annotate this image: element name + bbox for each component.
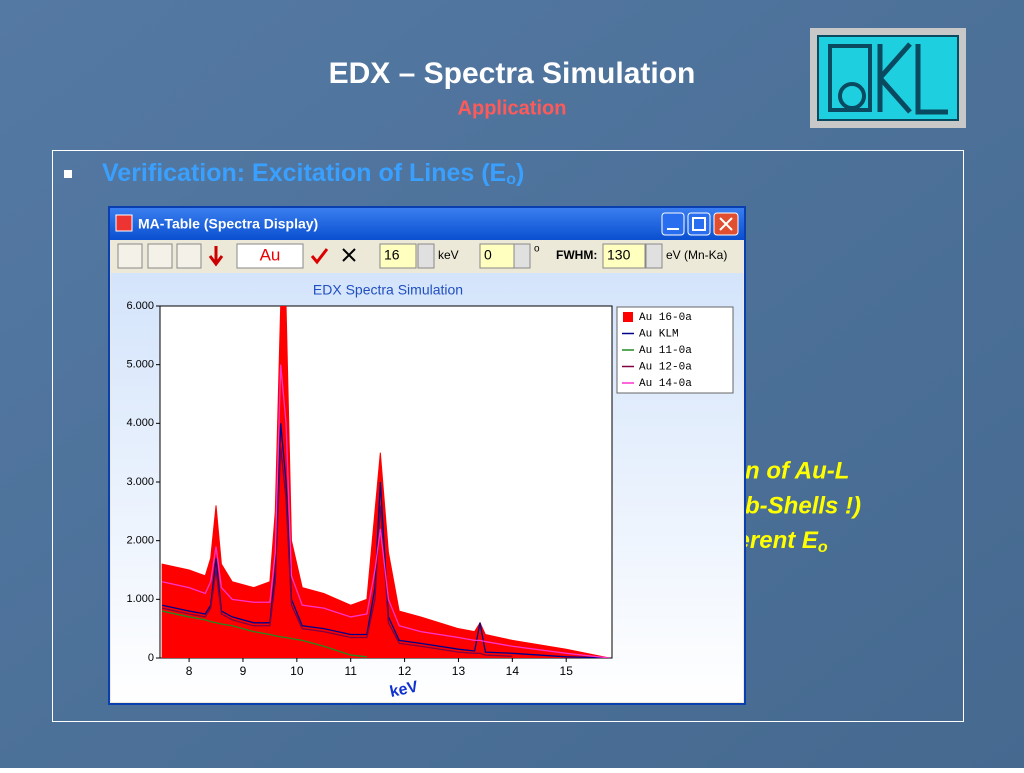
angle-unit: o — [534, 244, 540, 255]
x-tick-label: 15 — [560, 664, 574, 678]
tool-button[interactable] — [176, 243, 202, 269]
toolbar: Au 16 keV 0 o FWHM: 130 eV (Mn-Ka) — [117, 243, 727, 269]
energy-field[interactable] — [379, 243, 417, 269]
ok-button[interactable] — [310, 248, 329, 265]
minimize-button[interactable] — [661, 212, 685, 236]
tool-button[interactable] — [117, 243, 143, 269]
x-tick-label: 9 — [240, 664, 247, 678]
angle-value: 0 — [484, 247, 492, 263]
chart-title: EDX Spectra Simulation — [313, 282, 463, 298]
maximize-button[interactable] — [687, 212, 711, 236]
x-tick-label: 10 — [290, 664, 304, 678]
cancel-button[interactable] — [342, 248, 356, 262]
legend-label: Au 11-0a — [639, 345, 692, 357]
element-value: Au — [260, 245, 281, 264]
legend-label: Au 12-0a — [639, 361, 692, 373]
spinner[interactable] — [513, 243, 531, 269]
line — [162, 423, 610, 658]
logo — [810, 28, 966, 128]
element-field[interactable] — [236, 243, 304, 269]
legend-label: Au KLM — [639, 328, 679, 340]
legend-label: Au 14-0a — [639, 378, 692, 390]
slide-subtitle: Application — [458, 97, 567, 119]
y-tick-label: 0 — [148, 652, 154, 664]
y-tick-label: 2.000 — [126, 535, 154, 547]
y-tick-label: 5.000 — [126, 359, 154, 371]
x-tick-label: 12 — [398, 664, 412, 678]
fwhm-field[interactable] — [602, 243, 646, 269]
legend-swatch — [623, 312, 633, 322]
fwhm-value: 130 — [607, 247, 631, 263]
line — [162, 446, 513, 657]
bullet-text: Verification: Excitation of Lines (Eo) — [102, 159, 524, 189]
angle-field[interactable] — [479, 243, 515, 269]
fwhm-unit: eV (Mn-Ka) — [666, 248, 727, 262]
y-tick-label: 3.000 — [126, 476, 154, 488]
bullet-marker — [64, 170, 72, 178]
content-frame — [52, 150, 964, 722]
y-tick-label: 6.000 — [126, 300, 154, 312]
line — [162, 364, 610, 658]
x-tick-label: 14 — [506, 664, 520, 678]
slide-title: EDX – Spectra Simulation — [329, 57, 696, 90]
energy-unit: keV — [438, 248, 459, 262]
spinner[interactable] — [417, 243, 435, 269]
spinner[interactable] — [645, 243, 663, 269]
tool-button[interactable] — [147, 243, 173, 269]
window-icon — [115, 214, 133, 232]
line — [162, 610, 367, 658]
legend — [616, 306, 734, 394]
x-tick-label: 13 — [452, 664, 466, 678]
x-tick-label: 8 — [186, 664, 193, 678]
y-tick-label: 4.000 — [126, 417, 154, 429]
title-bar — [110, 208, 744, 240]
window-title: MA-Table (Spectra Display) — [138, 216, 318, 232]
legend-label: Au 16-0a — [639, 312, 692, 324]
y-tick-label: 1.000 — [126, 593, 154, 605]
fwhm-label: FWHM: — [556, 248, 597, 262]
energy-value: 16 — [384, 247, 400, 263]
x-tick-label: 11 — [344, 664, 357, 678]
x-axis-label: keV — [388, 678, 420, 701]
